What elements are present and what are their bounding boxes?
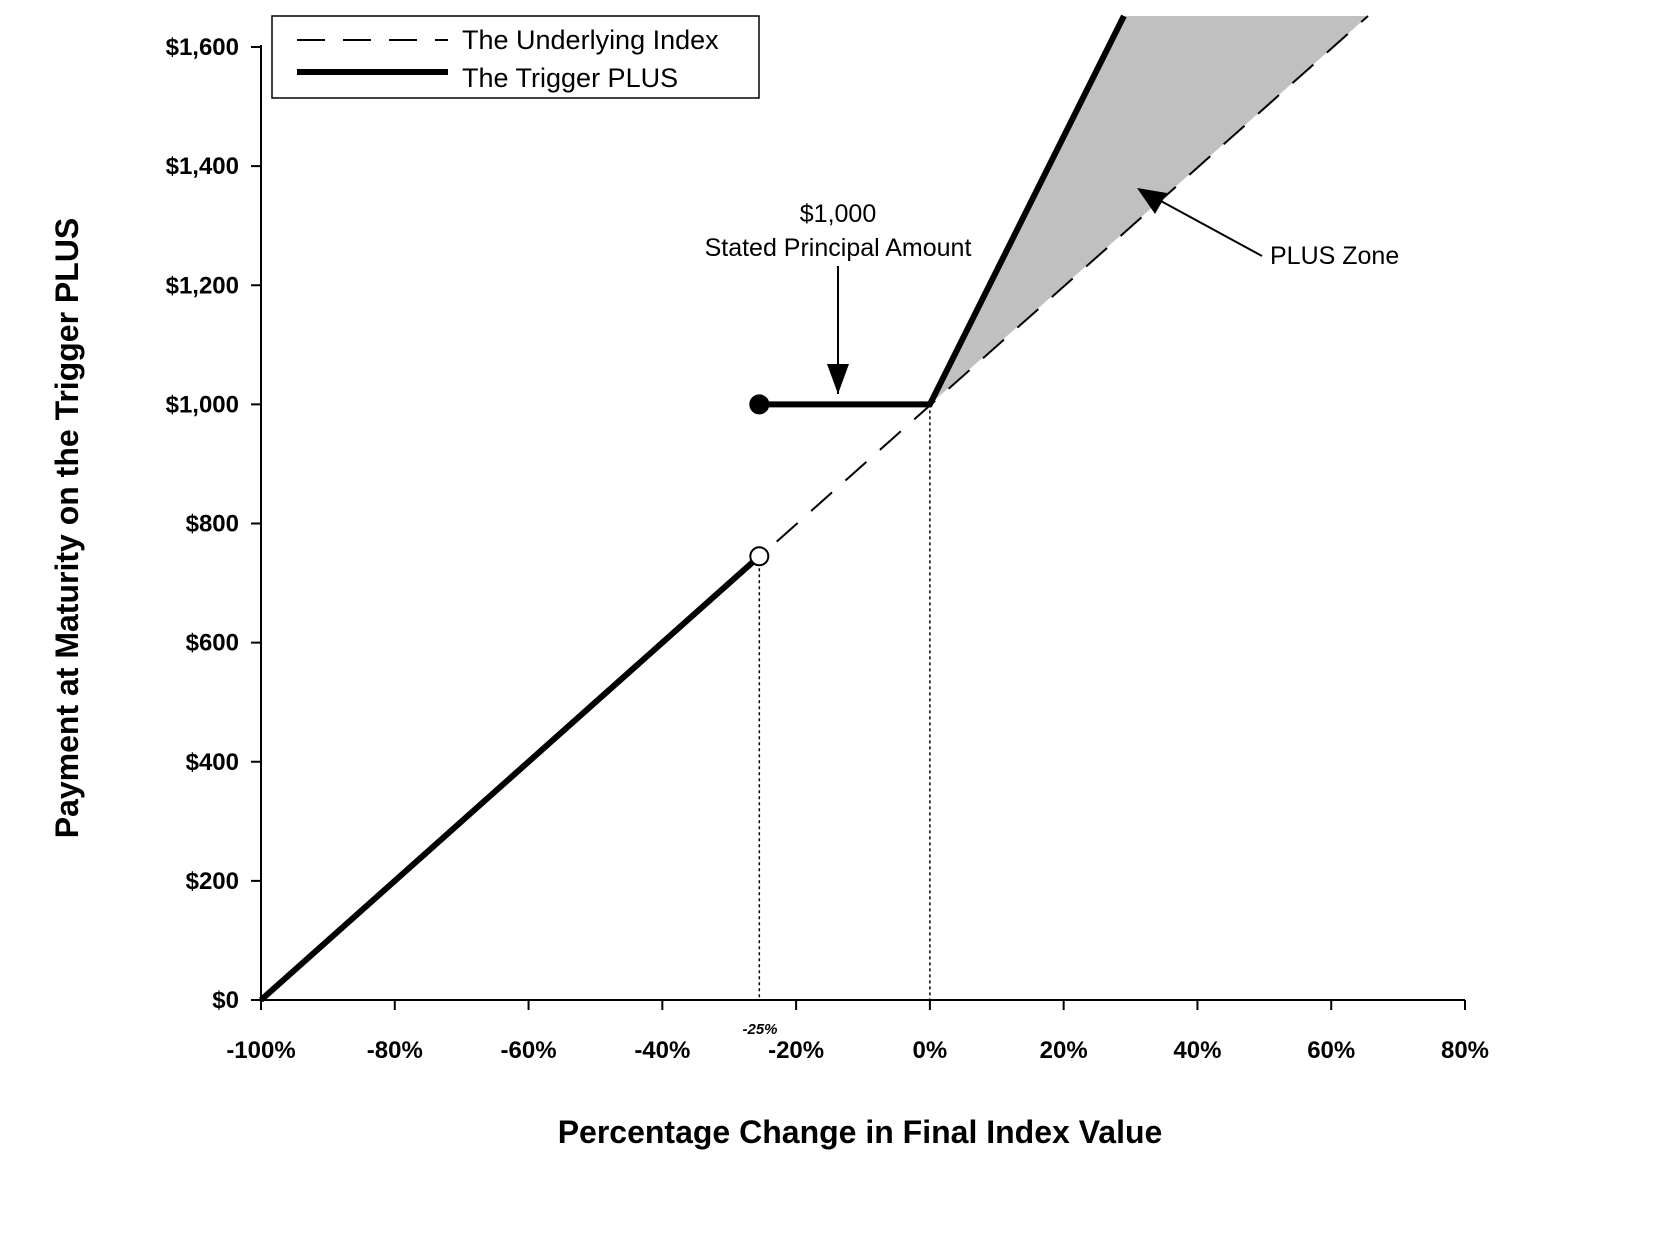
y-tick-label: $800 xyxy=(186,511,239,538)
principal-amount-label-line1: $1,000 xyxy=(800,200,876,228)
y-tick-label: $1,400 xyxy=(166,153,239,180)
legend-label-trigger-plus: The Trigger PLUS xyxy=(462,63,678,93)
x-axis-title: Percentage Change in Final Index Value xyxy=(558,1114,1163,1150)
y-tick-label: $1,600 xyxy=(166,34,239,61)
legend-box xyxy=(271,15,760,99)
x-tick-label: -100% xyxy=(226,1037,295,1064)
x-tick-label: 20% xyxy=(1040,1037,1088,1064)
x-tick-label: 80% xyxy=(1441,1037,1489,1064)
x-tick-label: 0% xyxy=(913,1037,948,1064)
y-tick-label: $200 xyxy=(186,868,239,895)
y-tick-label: $600 xyxy=(186,630,239,657)
marker-open-dot xyxy=(749,546,770,567)
x-tick-label: 60% xyxy=(1307,1037,1355,1064)
legend: The Underlying Index The Trigger PLUS xyxy=(271,15,760,99)
series-trigger-plus-segment-1 xyxy=(259,554,762,1003)
y-tick-label: $1,200 xyxy=(166,272,239,299)
x-tick-label: -20% xyxy=(768,1037,824,1064)
marker-filled-dot xyxy=(749,394,770,415)
legend-label-underlying-index: The Underlying Index xyxy=(462,25,719,55)
principal-arrow-head xyxy=(827,364,849,394)
x-tick-label: -60% xyxy=(501,1037,557,1064)
principal-amount-label-line2: Stated Principal Amount xyxy=(705,234,972,262)
y-tick-label: $0 xyxy=(212,987,239,1014)
y-tick-label: $400 xyxy=(186,749,239,776)
x-tick-label: -80% xyxy=(367,1037,423,1064)
plus-zone-arrow-head xyxy=(1137,188,1167,214)
plus-zone-arrow xyxy=(1147,193,1263,257)
trigger-level-label: -25% xyxy=(742,1021,777,1038)
series-trigger-plus-segment-2 xyxy=(759,14,1127,408)
plus-zone-label: PLUS Zone xyxy=(1270,242,1399,270)
x-tick-label: 40% xyxy=(1173,1037,1221,1064)
y-axis-title: Payment at Maturity on the Trigger PLUS xyxy=(49,218,85,839)
x-tick-label: -40% xyxy=(634,1037,690,1064)
plus-zone-shade xyxy=(929,16,1369,405)
y-tick-label: $1,000 xyxy=(166,391,239,418)
